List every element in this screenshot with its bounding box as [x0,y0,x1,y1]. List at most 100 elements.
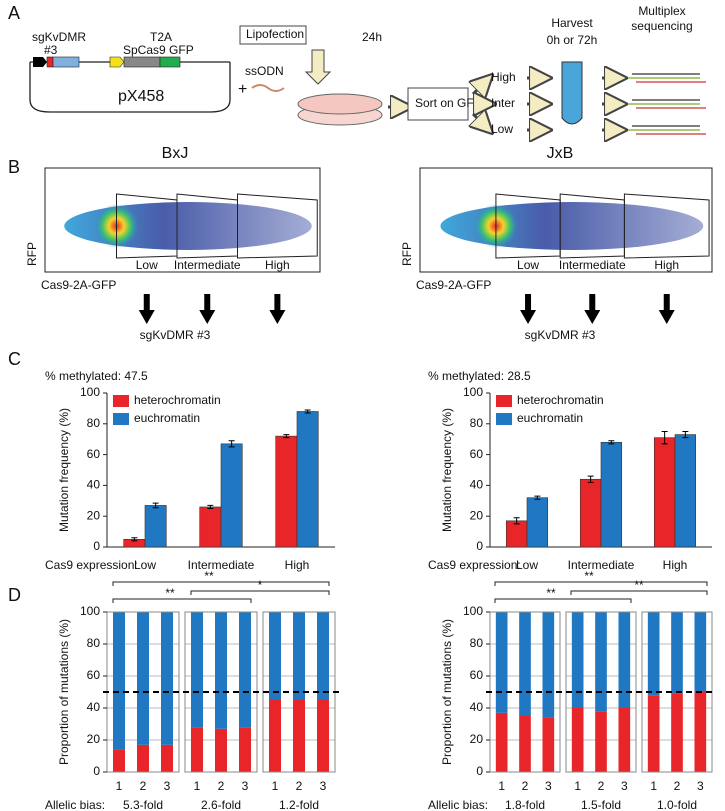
bar-segment [571,612,584,708]
bar-segment [161,744,173,772]
group-label: 1.2-fold [279,798,319,811]
error-bar [534,495,541,500]
panel-label: A [8,3,20,23]
bar-segment [293,612,305,700]
x-tick-label: High [285,558,310,572]
transfection-label: Lipofection [246,27,304,41]
legend-label: heterochromatin [134,393,221,407]
bar [674,434,697,548]
y-tick-label: 0 [93,539,100,553]
bar-segment [215,612,227,729]
error-bar [661,431,668,445]
flow-y-label: RFP [25,242,39,266]
bar-segment [519,716,531,772]
harvest-label: Harvest [551,16,593,30]
arrow [473,114,485,126]
x-tick-label: Intermediate [188,558,255,572]
guide-label: sgKvDMR #3 [525,328,596,342]
flow-title: JxB [547,145,574,162]
gate [237,193,318,259]
bar-segment [618,708,631,772]
bar [600,441,623,548]
y-tick-label: 0 [476,539,483,553]
legend-label: heterochromatin [517,393,604,407]
bar-segment [495,612,508,713]
gate-arrow [269,294,286,324]
significance-bracket [112,598,252,603]
significance-bracket [112,581,330,586]
cas9-box [123,56,161,68]
bar [526,497,549,548]
chart-title: % methylated: 47.5 [45,369,148,383]
group-label: 5.3-fold [123,798,163,811]
bar-segment [269,612,281,700]
gate-arrow [658,294,675,324]
y-axis-label: Proportion of mutations (%) [57,619,71,765]
x-axis-label: Cas9 expression: [45,558,138,572]
x-tick-label: Low [516,558,538,572]
bin-label: Low [491,122,513,136]
gate-label: High [654,258,679,272]
x-tick-label: High [663,558,688,572]
gate-arrow [584,294,601,324]
bar-segment [571,708,584,772]
x-tick-label: 1 [498,779,505,793]
gate [623,193,710,259]
x-tick-label: 3 [164,779,171,793]
bar-segment [542,612,555,718]
x-axis-label: Allelic bias: [428,798,488,811]
bar-segment [694,692,707,772]
x-tick-label: 1 [272,779,279,793]
y-tick-label: 100 [80,385,100,399]
sequencing-label: Multiplex [638,4,685,18]
chart-title: % methylated: 28.5 [428,369,531,383]
x-tick-label: Intermediate [568,558,635,572]
legend-label: euchromatin [134,411,200,425]
bar [199,506,222,548]
y-tick-label: 40 [87,700,101,714]
group-label: 1.5-fold [581,798,621,811]
y-tick-label: 0 [476,764,483,778]
bar-segment [269,700,281,772]
error-bar [304,409,311,414]
bar-segment [519,612,531,716]
gate-arrow [199,294,216,324]
sort-box [407,87,469,121]
x-tick-label: 2 [522,779,529,793]
bar-segment [595,711,607,772]
x-tick-label: 1 [650,779,657,793]
legend-label: euchromatin [517,411,583,425]
bar-segment [647,695,660,772]
y-axis-label: Proportion of mutations (%) [440,619,454,765]
flow-x-label: Cas9-2A-GFP [416,278,491,292]
x-tick-label: 1 [574,779,581,793]
bar [579,478,602,548]
arrow-down [304,49,332,85]
y-tick-label: 80 [87,416,101,430]
bar-segment [113,749,125,772]
bar [220,443,243,548]
guide-box [46,56,54,68]
x-axis-label: Allelic bias: [45,798,105,811]
y-tick-label: 40 [87,478,101,492]
guide-number: #3 [44,43,58,57]
gate-label: Intermediate [559,258,626,272]
error-bar [608,440,615,445]
legend-swatch [113,395,129,407]
significance-bracket [190,590,330,595]
bar [144,505,167,548]
group-label: 2.6-fold [201,798,241,811]
bar-segment [542,717,555,772]
schematic: sgKvDMR #3 T2A SpCas9 GFP pX458 + ssODN … [29,4,706,136]
bar-segment [671,693,683,772]
bar-segment [239,612,251,728]
y-axis-label: Mutation frequency (%) [57,408,71,532]
gate-label: Low [136,258,158,272]
y-tick-label: 40 [470,700,484,714]
bar-segment [317,700,329,772]
reads [628,73,706,135]
dish-top [297,93,383,115]
significance-label: ** [546,586,556,600]
y-tick-label: 80 [470,636,484,650]
gate-label: Low [517,258,539,272]
